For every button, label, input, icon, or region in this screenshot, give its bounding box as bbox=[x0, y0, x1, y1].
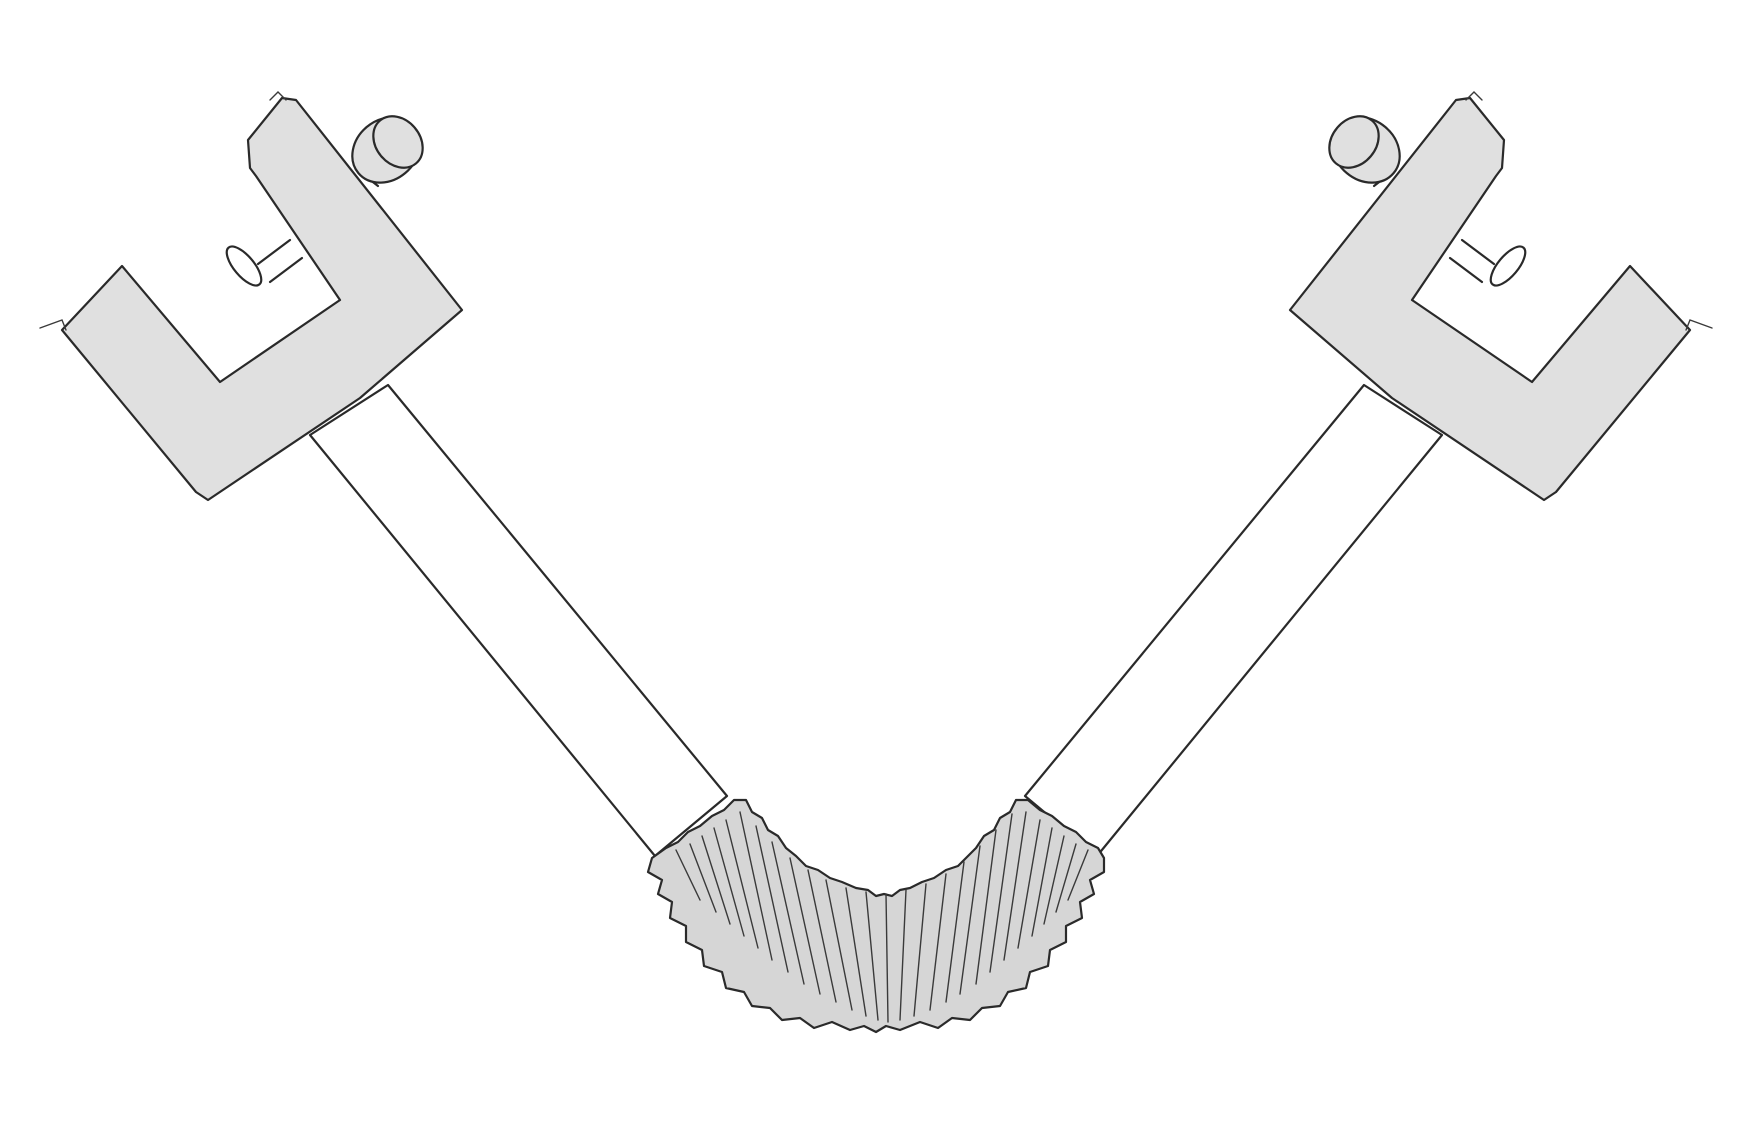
left-rigid-tube bbox=[308, 383, 729, 858]
right-clamp-screw bbox=[1328, 115, 1527, 287]
right-rigid-tube bbox=[1023, 383, 1444, 858]
left-c-clamp bbox=[39, 91, 464, 502]
right-c-clamp bbox=[1288, 91, 1713, 502]
flexible-bellows-joint bbox=[646, 798, 1106, 1034]
left-clamp-screw bbox=[225, 115, 424, 287]
